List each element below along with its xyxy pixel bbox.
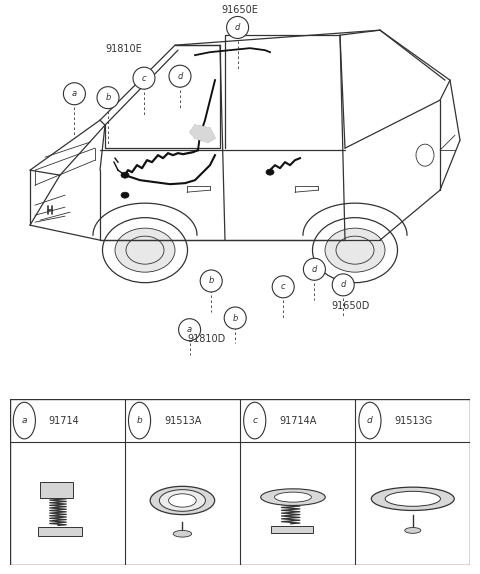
Text: d: d xyxy=(312,265,317,274)
Text: b: b xyxy=(137,416,143,425)
Text: 91513A: 91513A xyxy=(164,416,201,425)
Ellipse shape xyxy=(150,486,215,515)
Text: 91714A: 91714A xyxy=(279,416,316,425)
FancyBboxPatch shape xyxy=(271,526,313,533)
Text: 91714: 91714 xyxy=(49,416,80,425)
Ellipse shape xyxy=(405,528,421,533)
Polygon shape xyxy=(190,125,215,142)
FancyBboxPatch shape xyxy=(10,399,470,565)
Text: d: d xyxy=(235,23,240,32)
Ellipse shape xyxy=(385,491,441,506)
Ellipse shape xyxy=(159,490,205,511)
Ellipse shape xyxy=(115,228,175,272)
Ellipse shape xyxy=(325,228,385,272)
Ellipse shape xyxy=(97,87,119,108)
Ellipse shape xyxy=(121,192,129,198)
Text: b: b xyxy=(105,93,111,102)
Ellipse shape xyxy=(275,492,312,502)
Text: 91810D: 91810D xyxy=(187,333,226,344)
Text: b: b xyxy=(208,277,214,285)
Text: d: d xyxy=(177,72,183,81)
Text: b: b xyxy=(232,313,238,323)
Text: d: d xyxy=(367,416,373,425)
Ellipse shape xyxy=(372,487,454,510)
FancyBboxPatch shape xyxy=(40,482,73,498)
Ellipse shape xyxy=(244,402,266,439)
Text: 91650E: 91650E xyxy=(222,5,258,15)
Ellipse shape xyxy=(303,258,325,280)
Ellipse shape xyxy=(261,489,325,506)
Ellipse shape xyxy=(168,494,196,507)
Ellipse shape xyxy=(13,402,36,439)
Ellipse shape xyxy=(129,402,151,439)
Ellipse shape xyxy=(224,307,246,329)
Text: a: a xyxy=(72,90,77,98)
Text: a: a xyxy=(187,325,192,334)
Ellipse shape xyxy=(133,67,155,89)
Text: c: c xyxy=(281,282,286,292)
Text: 91513G: 91513G xyxy=(395,416,432,425)
Ellipse shape xyxy=(63,83,85,105)
Text: 91810E: 91810E xyxy=(106,44,143,54)
Text: c: c xyxy=(252,416,257,425)
Ellipse shape xyxy=(169,65,191,87)
Ellipse shape xyxy=(272,276,294,298)
Text: d: d xyxy=(340,280,346,289)
Ellipse shape xyxy=(227,17,249,38)
Ellipse shape xyxy=(200,270,222,292)
Ellipse shape xyxy=(332,274,354,296)
Ellipse shape xyxy=(173,530,192,537)
Ellipse shape xyxy=(121,172,129,178)
Text: c: c xyxy=(142,73,146,83)
Ellipse shape xyxy=(266,169,274,175)
Text: 91650D: 91650D xyxy=(331,301,370,311)
Ellipse shape xyxy=(359,402,381,439)
FancyBboxPatch shape xyxy=(38,528,83,536)
Ellipse shape xyxy=(179,319,201,341)
Text: a: a xyxy=(22,416,27,425)
